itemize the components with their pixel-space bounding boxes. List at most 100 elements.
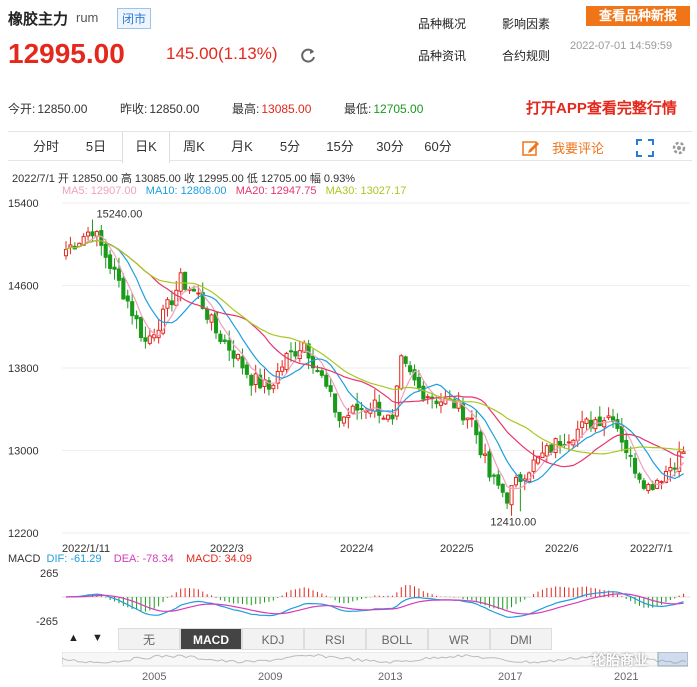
indicator-wr[interactable]: WR: [428, 628, 490, 650]
candle-body: [641, 480, 646, 489]
candle-body: [628, 454, 633, 457]
candle-body: [315, 369, 320, 372]
candle-body: [544, 445, 549, 457]
candle-body: [165, 299, 170, 309]
candle-body: [421, 385, 426, 400]
candle-body: [86, 231, 91, 237]
candle-body: [668, 467, 673, 472]
promo-button[interactable]: 查看品种新报: [586, 6, 690, 26]
scroll-left-icon[interactable]: ▲: [68, 632, 79, 644]
macd-chart[interactable]: 265 -265: [0, 567, 697, 627]
link-contract-rules[interactable]: 合约规则: [502, 49, 551, 63]
candle-body: [615, 419, 620, 429]
candle-body: [280, 366, 285, 372]
candle-body: [103, 243, 108, 258]
tab-30min[interactable]: 30分: [376, 139, 404, 154]
candle-body: [483, 453, 488, 456]
open-app-link[interactable]: 打开APP查看完整行情: [526, 100, 677, 117]
tab-60min[interactable]: 60分: [424, 139, 452, 154]
stat-high-label: 最高:: [232, 102, 260, 116]
candle-body: [416, 376, 421, 389]
candle-body: [134, 315, 139, 320]
dea-line: [65, 593, 684, 615]
x-tick-label: 2022/1/11: [62, 543, 110, 555]
candle-body: [381, 417, 386, 420]
candle-body: [606, 415, 611, 419]
stat-high: 最高: 13085.00: [232, 100, 311, 117]
candle-body: [125, 295, 130, 302]
candle-body: [558, 441, 563, 447]
candle-body: [143, 337, 148, 342]
candle-body: [231, 350, 236, 359]
x-tick-label: 2022/3: [210, 543, 244, 555]
indicator-macd[interactable]: MACD: [180, 628, 242, 650]
link-influence-factors[interactable]: 影响因素: [502, 17, 551, 31]
candle-body: [90, 231, 95, 237]
candle-body: [474, 420, 479, 436]
candle-body: [328, 385, 333, 392]
tab-15min[interactable]: 15分: [326, 139, 354, 154]
settings-icon[interactable]: [670, 139, 688, 157]
ohlc-summary: 2022/7/1 开 12850.00 高 13085.00 收 12995.0…: [12, 173, 356, 185]
candle-body: [584, 418, 589, 425]
stat-high-value: 13085.00: [261, 102, 312, 116]
x-tick-label: 2022/5: [440, 543, 474, 555]
comment-button[interactable]: 我要评论: [552, 141, 605, 156]
candle-body: [209, 314, 214, 323]
fullscreen-icon[interactable]: [636, 139, 654, 157]
ma30-line: [65, 239, 684, 455]
tab-5min[interactable]: 5分: [279, 139, 301, 154]
candle-body: [178, 272, 183, 292]
timeline-navigator[interactable]: 2005 2009 2013 2017 2021: [62, 652, 688, 684]
candle-body: [227, 340, 232, 351]
candle-body: [500, 483, 505, 493]
link-product-overview[interactable]: 品种概况: [418, 17, 467, 31]
tab-intraday[interactable]: 分时: [32, 139, 59, 154]
y-tick-label: 12200: [8, 528, 39, 540]
candle-body: [222, 339, 227, 342]
candle-body: [249, 374, 254, 386]
indicator-none[interactable]: 无: [118, 628, 180, 650]
candle-body: [549, 444, 554, 453]
current-price: 12995.00: [8, 38, 125, 69]
tab-5day[interactable]: 5日: [85, 139, 107, 154]
page-title: 橡胶主力: [8, 11, 69, 28]
candle-body: [650, 484, 655, 491]
candlestick-chart[interactable]: 15400 14600 13800 13000 12200 2022/1/11 2022/3…: [0, 195, 697, 555]
candle-body: [152, 334, 157, 339]
x-tick-label: 2022/6: [545, 543, 579, 555]
ma10-label: MA10: 12808.00: [145, 185, 227, 197]
tab-daily-k[interactable]: 日K: [122, 132, 170, 163]
indicator-kdj[interactable]: KDJ: [242, 628, 304, 650]
indicator-rsi[interactable]: RSI: [304, 628, 366, 650]
timeline-selection-handle[interactable]: [657, 652, 688, 667]
candle-body: [496, 474, 501, 486]
candle-body: [672, 467, 677, 470]
edit-icon[interactable]: [522, 139, 540, 157]
candle-body: [147, 335, 152, 344]
candle-body: [240, 356, 245, 369]
macd-value: MACD: 34.09: [185, 553, 252, 565]
refresh-icon[interactable]: [298, 46, 318, 66]
candle-body: [112, 266, 117, 270]
y-tick-label: 15400: [8, 198, 39, 210]
candle-body: [465, 417, 470, 421]
tab-weekly-k[interactable]: 周K: [183, 139, 205, 154]
indicator-boll[interactable]: BOLL: [366, 628, 428, 650]
macd-y-tick: 265: [40, 568, 58, 580]
scroll-right-icon[interactable]: ▼: [92, 632, 103, 644]
tab-monthly-k[interactable]: 月K: [231, 139, 253, 154]
candle-body: [130, 301, 135, 317]
candle-body: [138, 316, 144, 339]
x-tick-label: 2022/4: [340, 543, 374, 555]
candle-body: [116, 268, 121, 281]
stat-low-value: 12705.00: [373, 102, 424, 116]
candle-body: [319, 370, 324, 376]
indicator-dmi[interactable]: DMI: [490, 628, 552, 650]
stat-open: 今开: 12850.00: [8, 100, 87, 117]
stat-open-value: 12850.00: [37, 102, 88, 116]
link-product-news[interactable]: 品种资讯: [418, 49, 467, 63]
candle-body: [646, 484, 651, 492]
candle-body: [394, 385, 399, 417]
candle-body: [337, 411, 342, 422]
